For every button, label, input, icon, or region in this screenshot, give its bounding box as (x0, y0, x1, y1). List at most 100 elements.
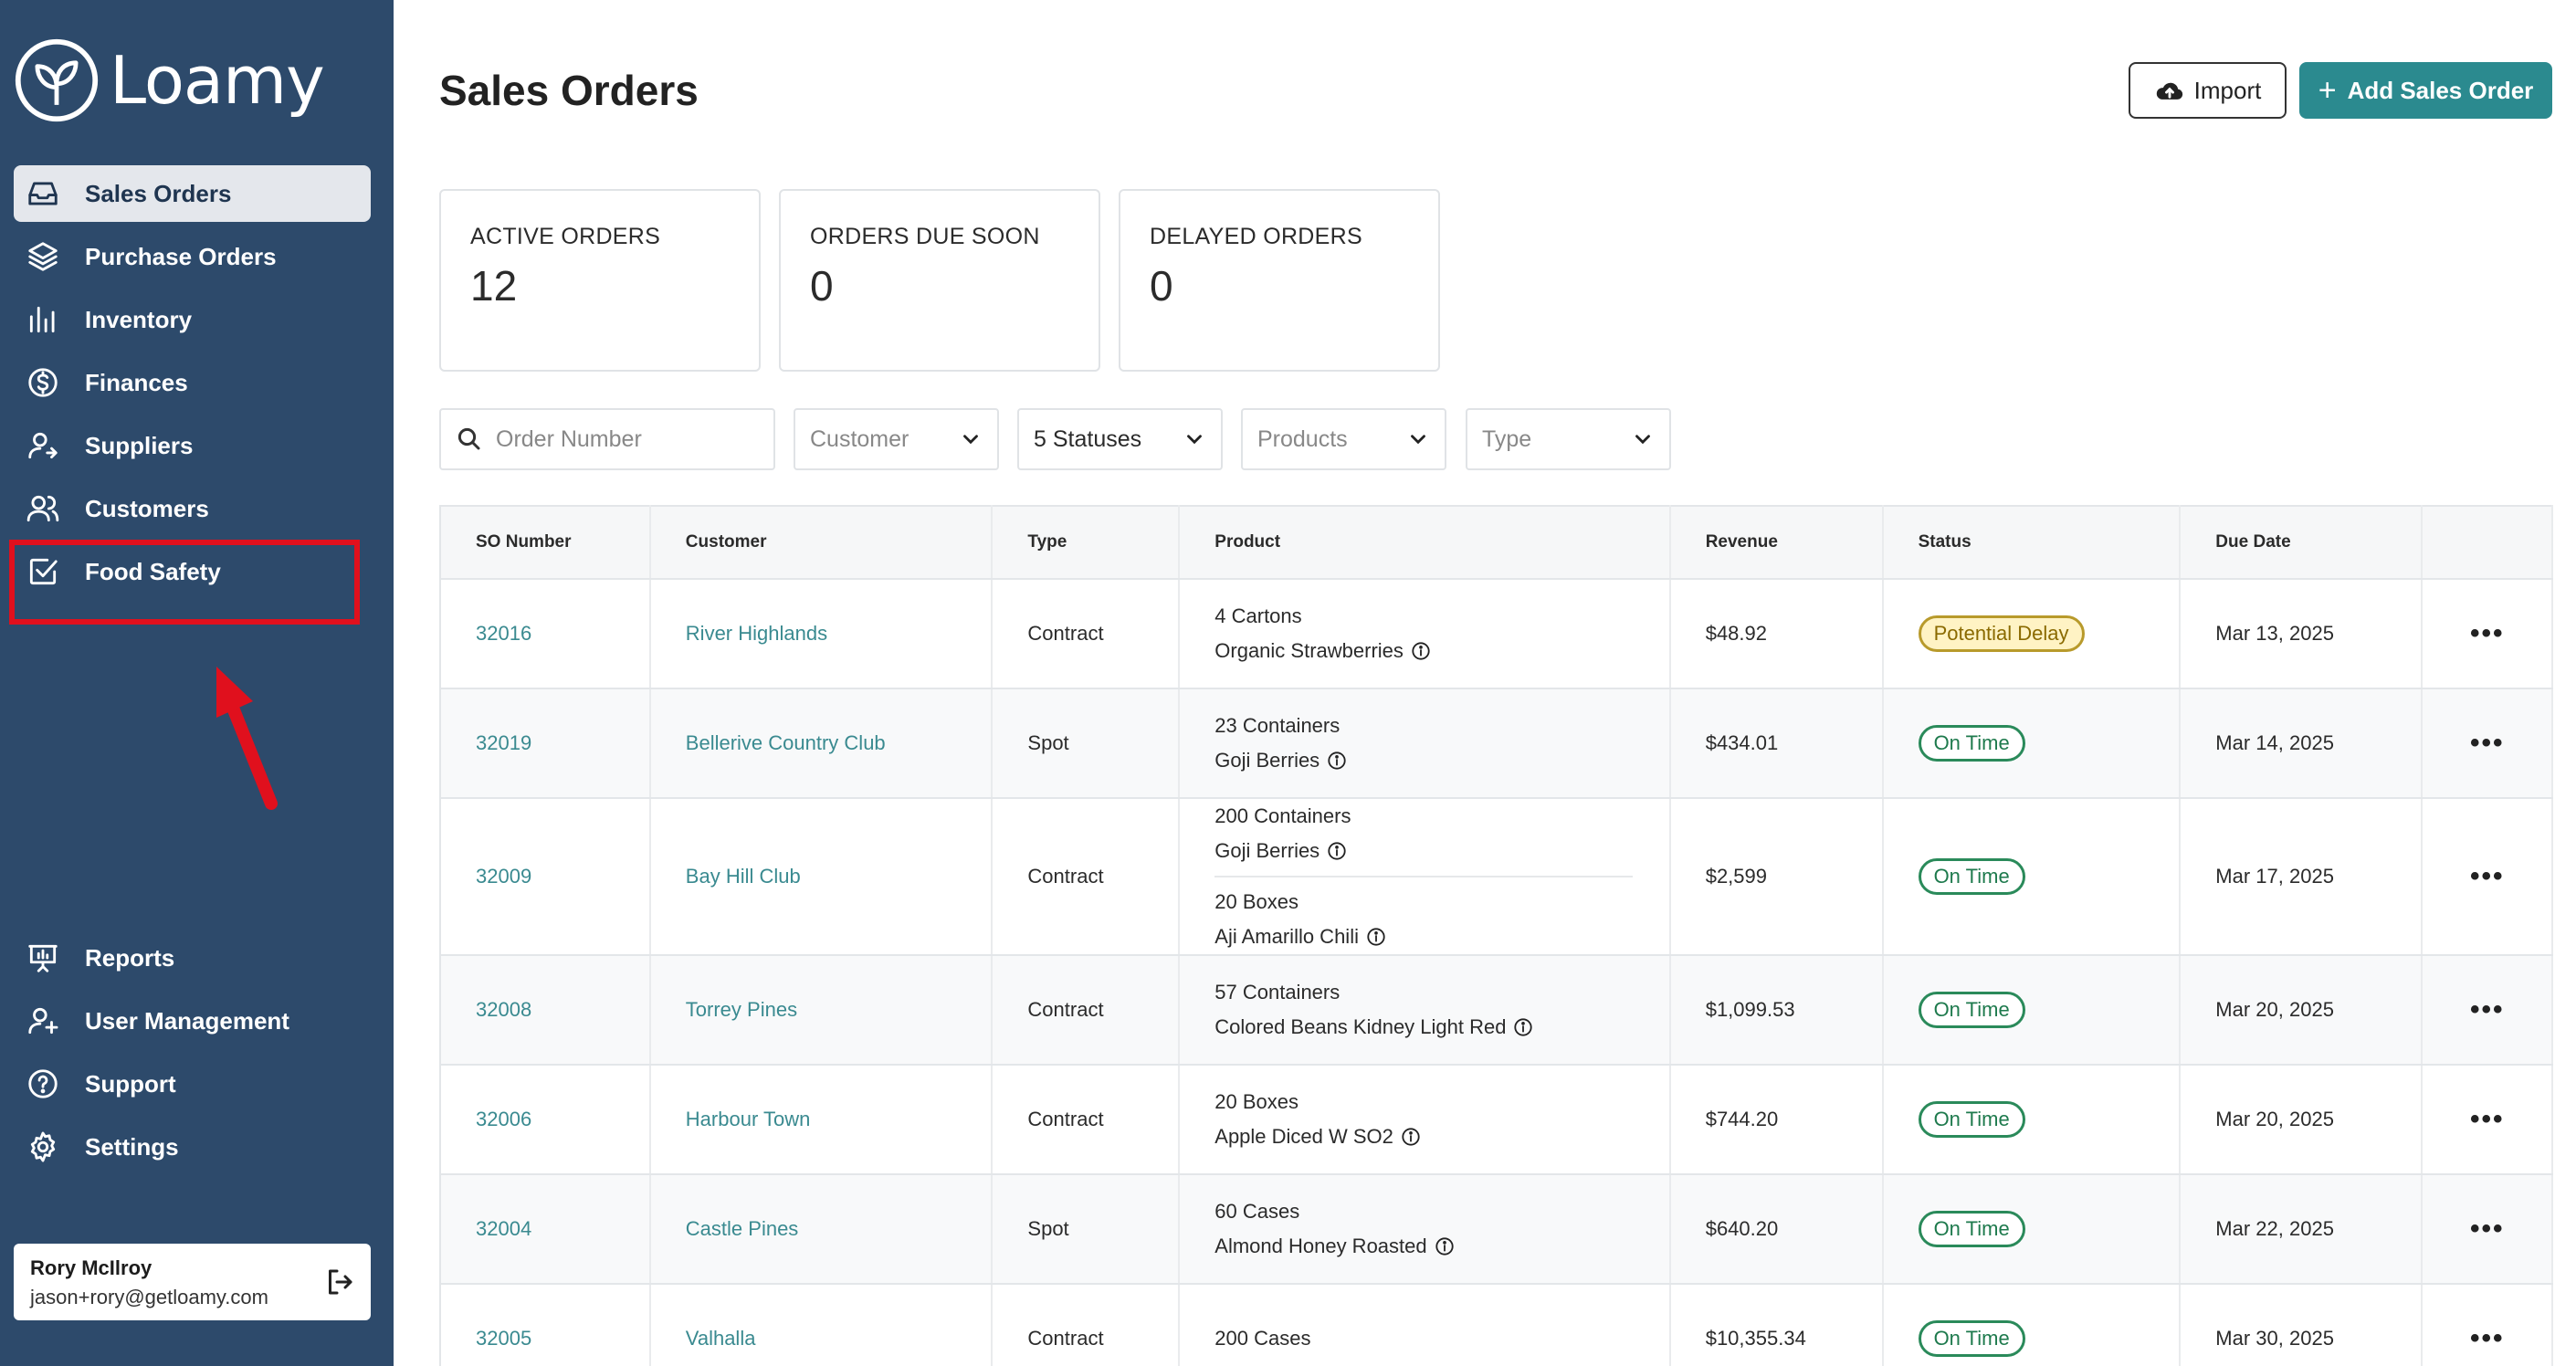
more-actions-icon[interactable]: ••• (2470, 618, 2505, 648)
product-cell: 200 Cases (1179, 1284, 1671, 1366)
sidebar-item-reports[interactable]: Reports (14, 930, 371, 986)
chevron-down-icon (1635, 435, 1650, 445)
column-header[interactable]: Due Date (2180, 506, 2424, 580)
table-row[interactable]: 32006 Harbour Town Contract 20 Boxes Apple D… (440, 1065, 2553, 1175)
so-number-link[interactable]: 32016 (440, 579, 651, 689)
table-header-row: SO Number Customer Type Product Revenue … (440, 506, 2553, 580)
more-actions-icon[interactable]: ••• (2470, 994, 2505, 1024)
order-type: Contract (992, 1284, 1181, 1366)
more-actions-icon[interactable]: ••• (2470, 1323, 2505, 1353)
info-icon[interactable] (1411, 641, 1431, 661)
table-row[interactable]: 32016 River Highlands Contract 4 Cartons Org… (440, 579, 2553, 689)
customer-select[interactable]: Customer (794, 408, 999, 470)
product-qty: 200 Cases (1214, 1327, 1311, 1350)
customer-link[interactable]: River Highlands (649, 579, 994, 689)
table-row[interactable]: 32009 Bay Hill Club Contract 200 Containers… (440, 798, 2553, 956)
so-number-link[interactable]: 32005 (440, 1284, 651, 1366)
so-number-link[interactable]: 32009 (440, 798, 651, 956)
user-arrow-icon (25, 427, 61, 464)
sidebar-item-label: Food Safety (85, 557, 221, 585)
more-actions-icon[interactable]: ••• (2470, 1104, 2505, 1134)
logout-icon[interactable] (323, 1266, 356, 1298)
info-icon[interactable] (1513, 1017, 1533, 1037)
logo[interactable]: Loamy (13, 37, 325, 124)
checkbox-icon (25, 553, 61, 590)
stat-card-active-orders: ACTIVE ORDERS 12 (439, 189, 761, 372)
sidebar-item-finances[interactable]: Finances (14, 354, 371, 411)
sidebar-item-food-safety[interactable]: Food Safety (14, 543, 371, 600)
sidebar-item-label: Reports (85, 943, 175, 972)
info-icon[interactable] (1401, 1127, 1421, 1147)
status-badge: On Time (1918, 1101, 2025, 1138)
more-actions-icon[interactable]: ••• (2470, 728, 2505, 758)
plus-icon: + (2318, 72, 2337, 108)
sidebar-item-sales-orders[interactable]: Sales Orders (14, 165, 371, 222)
actions-cell: ••• (2422, 688, 2553, 799)
cloud-upload-icon (2156, 82, 2182, 100)
sidebar-item-user-management[interactable]: User Management (14, 993, 371, 1049)
so-number-link[interactable]: 32008 (440, 955, 651, 1066)
order-type: Contract (992, 955, 1181, 1066)
status-cell: On Time (1882, 1284, 2182, 1366)
stat-label: ACTIVE ORDERS (470, 224, 661, 249)
table-row[interactable]: 32005 Valhalla Contract 200 Cases $10,355.34… (440, 1284, 2553, 1366)
info-icon[interactable] (1327, 751, 1347, 771)
sidebar-nav-top: Sales Orders Purchase Orders Inventory Fina… (14, 165, 371, 606)
products-select-value: Products (1257, 426, 1348, 452)
table-row[interactable]: 32004 Castle Pines Spot 60 Cases Almond Hone… (440, 1174, 2553, 1285)
status-select[interactable]: 5 Statuses (1017, 408, 1223, 470)
more-actions-icon[interactable]: ••• (2470, 1214, 2505, 1244)
sidebar-item-support[interactable]: Support (14, 1056, 371, 1112)
sidebar-item-inventory[interactable]: Inventory (14, 291, 371, 348)
column-header[interactable]: Status (1882, 506, 2182, 580)
revenue: $434.01 (1669, 688, 1884, 799)
info-icon[interactable] (1327, 841, 1347, 861)
so-number-link[interactable]: 32019 (440, 688, 651, 799)
column-header[interactable]: Product (1179, 506, 1671, 580)
column-header[interactable]: Customer (649, 506, 994, 580)
so-number-link[interactable]: 32006 (440, 1065, 651, 1175)
search-input[interactable]: Order Number (439, 408, 775, 470)
add-sales-order-button[interactable]: + Add Sales Order (2299, 62, 2552, 119)
due-date: Mar 30, 2025 (2180, 1284, 2424, 1366)
products-select[interactable]: Products (1241, 408, 1446, 470)
sidebar-item-purchase-orders[interactable]: Purchase Orders (14, 228, 371, 285)
customer-link[interactable]: Bellerive Country Club (649, 688, 994, 799)
product-name: Aji Amarillo Chili (1214, 925, 1359, 948)
sidebar-item-customers[interactable]: Customers (14, 480, 371, 537)
sidebar-item-settings[interactable]: Settings (14, 1119, 371, 1175)
import-button[interactable]: Import (2129, 62, 2287, 119)
actions-cell: ••• (2422, 1174, 2553, 1285)
table-row[interactable]: 32008 Torrey Pines Contract 57 Containers Co… (440, 955, 2553, 1066)
customer-link[interactable]: Torrey Pines (649, 955, 994, 1066)
revenue: $744.20 (1669, 1065, 1884, 1175)
product-name: Goji Berries (1214, 749, 1320, 772)
add-sales-order-label: Add Sales Order (2347, 76, 2534, 104)
product-qty: 20 Boxes (1214, 890, 1299, 913)
product-cell: 57 Containers Colored Beans Kidney Light … (1179, 955, 1671, 1066)
product-qty: 57 Containers (1214, 981, 1341, 1003)
so-number-link[interactable]: 32004 (440, 1174, 651, 1285)
customer-link[interactable]: Castle Pines (649, 1174, 994, 1285)
more-actions-icon[interactable]: ••• (2470, 861, 2505, 891)
sidebar-item-suppliers[interactable]: Suppliers (14, 417, 371, 474)
sidebar-item-label: Finances (85, 368, 188, 396)
due-date: Mar 20, 2025 (2180, 955, 2424, 1066)
customer-link[interactable]: Valhalla (649, 1284, 994, 1366)
type-select[interactable]: Type (1466, 408, 1671, 470)
due-date: Mar 17, 2025 (2180, 798, 2424, 956)
column-header[interactable]: Type (992, 506, 1181, 580)
sidebar-nav-bottom: Reports User Management Support Settings (14, 930, 371, 1182)
info-icon[interactable] (1366, 927, 1386, 947)
status-badge: On Time (1918, 725, 2025, 762)
customer-link[interactable]: Harbour Town (649, 1065, 994, 1175)
column-header[interactable]: SO Number (440, 506, 651, 580)
column-header[interactable]: Revenue (1669, 506, 1884, 580)
status-badge: Potential Delay (1918, 615, 2085, 652)
table-row[interactable]: 32019 Bellerive Country Club Spot 23 Contai… (440, 688, 2553, 799)
highlight-box (9, 540, 360, 625)
info-icon[interactable] (1435, 1236, 1455, 1256)
dollar-circle-icon (25, 364, 61, 401)
column-header-actions (2422, 506, 2553, 580)
customer-link[interactable]: Bay Hill Club (649, 798, 994, 956)
